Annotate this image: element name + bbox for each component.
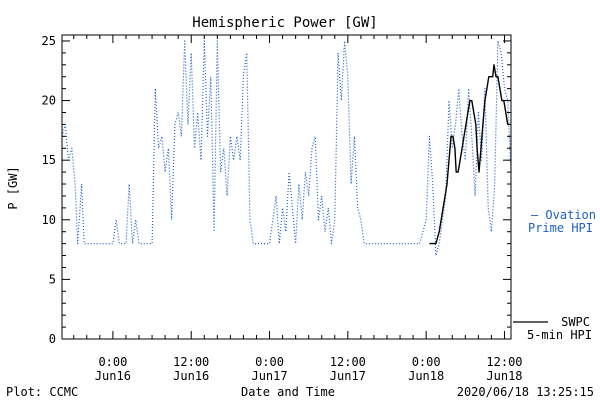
legend-ovation-line2: Prime HPI — [528, 221, 593, 235]
footer-timestamp: 2020/06/18 13:25:15 — [457, 385, 594, 399]
x-tick-time-label: 0:00 — [98, 355, 127, 369]
plot-series — [61, 40, 512, 257]
y-tick-label: 15 — [42, 153, 56, 167]
footer-plot-source: Plot: CCMC — [6, 385, 78, 399]
x-tick-time-label: 12:00 — [486, 355, 522, 369]
x-tick-time-label: 0:00 — [255, 355, 284, 369]
y-tick-label: 20 — [42, 94, 56, 108]
y-tick-label: 10 — [42, 213, 56, 227]
axis-ticks: 05101520250:00Jun1612:00Jun160:00Jun1712… — [42, 34, 523, 383]
series-line-ovation-prime — [61, 40, 512, 257]
x-tick-date-label: Jun18 — [408, 369, 444, 383]
x-tick-time-label: 0:00 — [412, 355, 441, 369]
x-tick-date-label: Jun16 — [95, 369, 131, 383]
legend-swpc-line1: SWPC — [561, 315, 590, 329]
x-tick-date-label: Jun17 — [251, 369, 287, 383]
y-tick-label: 5 — [49, 272, 56, 286]
x-tick-time-label: 12:00 — [330, 355, 366, 369]
legend-swpc-line2: 5-min HPI — [527, 328, 592, 342]
y-tick-label: 0 — [49, 332, 56, 346]
series-line-swpc — [429, 64, 509, 245]
plot-frame — [61, 34, 512, 340]
x-tick-date-label: Jun18 — [486, 369, 522, 383]
y-tick-label: 25 — [42, 34, 56, 48]
y-axis-label: P [GW] — [6, 166, 20, 209]
x-tick-time-label: 12:00 — [173, 355, 209, 369]
x-tick-date-label: Jun16 — [173, 369, 209, 383]
x-tick-date-label: Jun17 — [330, 369, 366, 383]
footer-x-axis-title: Date and Time — [241, 385, 335, 399]
chart-title: Hemispheric Power [GW] — [192, 15, 377, 31]
legend-ovation-line1: — Ovation — [531, 208, 596, 222]
